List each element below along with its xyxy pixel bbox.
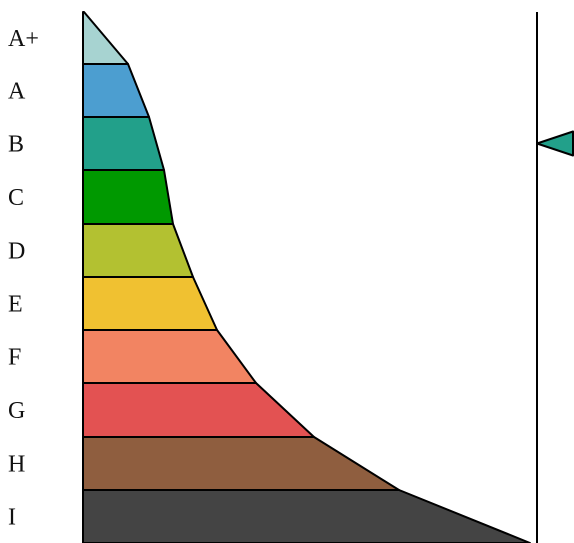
- band-a-plus: [82, 11, 129, 65]
- band-f: [82, 329, 257, 384]
- current-rating-marker: [536, 130, 574, 157]
- rating-labels: A+ A B C D E F G H I: [8, 26, 39, 531]
- rating-label-c: C: [8, 185, 24, 211]
- rating-label-g: G: [8, 398, 25, 424]
- rating-label-h: H: [8, 452, 25, 478]
- band-e: [82, 276, 218, 331]
- rating-label-d: D: [8, 239, 25, 265]
- band-c: [82, 169, 174, 225]
- band-i: [82, 489, 531, 543]
- rating-label-b: B: [8, 132, 24, 158]
- rating-label-a-plus: A+: [8, 26, 39, 52]
- rating-bands: [82, 11, 531, 543]
- rating-label-f: F: [8, 345, 21, 371]
- band-b: [82, 116, 165, 171]
- rating-label-i: I: [8, 505, 16, 531]
- rating-label-a: A: [8, 79, 26, 105]
- rating-label-e: E: [8, 292, 23, 318]
- band-a: [82, 63, 150, 118]
- band-d: [82, 223, 194, 278]
- band-h: [82, 436, 400, 491]
- band-g: [82, 382, 315, 438]
